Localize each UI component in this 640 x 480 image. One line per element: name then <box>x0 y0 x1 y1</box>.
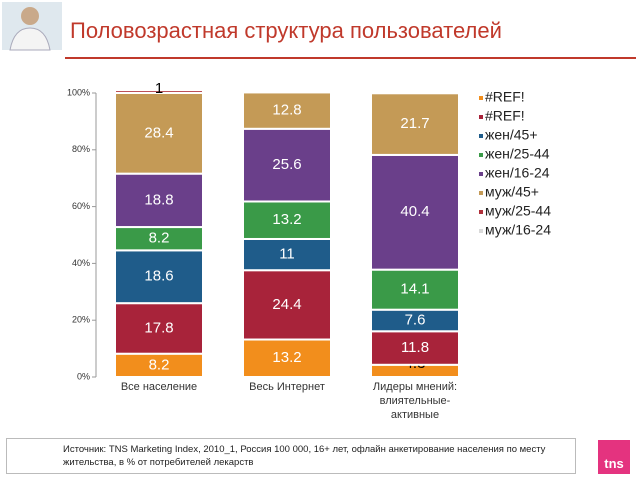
bar-segment <box>242 91 332 130</box>
legend-swatch <box>479 153 483 157</box>
legend-swatch <box>479 115 483 119</box>
photo <box>2 2 62 51</box>
data-label: 21.7 <box>400 115 429 132</box>
bar-segment <box>114 302 204 355</box>
data-label: 25.6 <box>272 156 301 173</box>
logo: tns <box>598 440 630 474</box>
x-tick-label: Весь Интернет <box>249 381 325 393</box>
x-tick-line: влиятельные- <box>380 395 451 407</box>
legend-swatch <box>479 210 483 214</box>
data-label: 11.8 <box>401 339 429 356</box>
legend-swatch <box>479 172 483 176</box>
y-tick-label: 40% <box>72 258 90 268</box>
data-label: 14.1 <box>400 281 429 298</box>
data-label: 28.4 <box>144 124 173 141</box>
bar-segment <box>242 200 332 240</box>
data-label: 7.6 <box>405 311 426 328</box>
y-tick-label: 80% <box>72 144 90 154</box>
legend-label: муж/45+ <box>485 184 539 200</box>
data-label: 8.2 <box>149 230 170 247</box>
legend-swatch <box>479 191 483 195</box>
bar-segment <box>242 269 332 341</box>
legend-swatch <box>479 134 483 138</box>
bar-segment <box>242 127 332 203</box>
x-tick-label: Лидеры мнений: влиятельные-активные <box>373 381 457 421</box>
x-tick-label: Все население <box>121 381 197 393</box>
data-label: 13.2 <box>272 349 301 366</box>
legend-label: муж/16-24 <box>485 222 551 238</box>
legend-label: жен/16-24 <box>485 165 550 181</box>
bar-segment <box>242 237 332 272</box>
chart-title: Половозрастная структура пользователей <box>70 18 502 43</box>
data-label: 18.6 <box>144 268 173 285</box>
bar-segment <box>114 89 204 95</box>
source-note: Источник: TNS Marketing Index, 2010_1, Р… <box>6 438 576 474</box>
legend-label: #REF! <box>485 108 525 124</box>
bar-segment <box>114 249 204 305</box>
bar-segment <box>114 92 204 175</box>
y-tick-label: 60% <box>72 201 90 211</box>
y-tick-label: 100% <box>67 87 90 97</box>
chart: Половозрастная структура пользователей 0… <box>2 2 636 421</box>
x-tick-line: Все население <box>121 381 197 393</box>
data-label: 18.8 <box>144 191 173 208</box>
legend-label: жен/25-44 <box>485 146 550 162</box>
data-label: 12.8 <box>272 102 301 119</box>
legend-label: #REF! <box>485 89 525 105</box>
legend-swatch <box>479 96 483 100</box>
data-label: 40.4 <box>400 203 429 220</box>
legend-label: жен/45+ <box>485 127 538 143</box>
y-tick-label: 20% <box>72 315 90 325</box>
data-label: 24.4 <box>272 296 301 313</box>
data-label: 11 <box>279 246 295 263</box>
data-label: 1 <box>155 80 163 97</box>
legend-label: муж/25-44 <box>485 203 551 219</box>
x-tick-line: активные <box>391 409 439 421</box>
bar-segment <box>242 338 332 378</box>
legend-swatch <box>479 229 483 233</box>
x-tick-line: Весь Интернет <box>249 381 325 393</box>
data-label: 13.2 <box>272 211 301 228</box>
bar-segment <box>370 153 460 271</box>
bar-segment <box>370 92 460 156</box>
y-tick-label: 0% <box>77 371 90 381</box>
data-label: 17.8 <box>144 319 173 336</box>
x-tick-line: Лидеры мнений: <box>373 381 457 393</box>
bar-segment <box>370 330 460 366</box>
data-label: 8.2 <box>149 356 170 373</box>
